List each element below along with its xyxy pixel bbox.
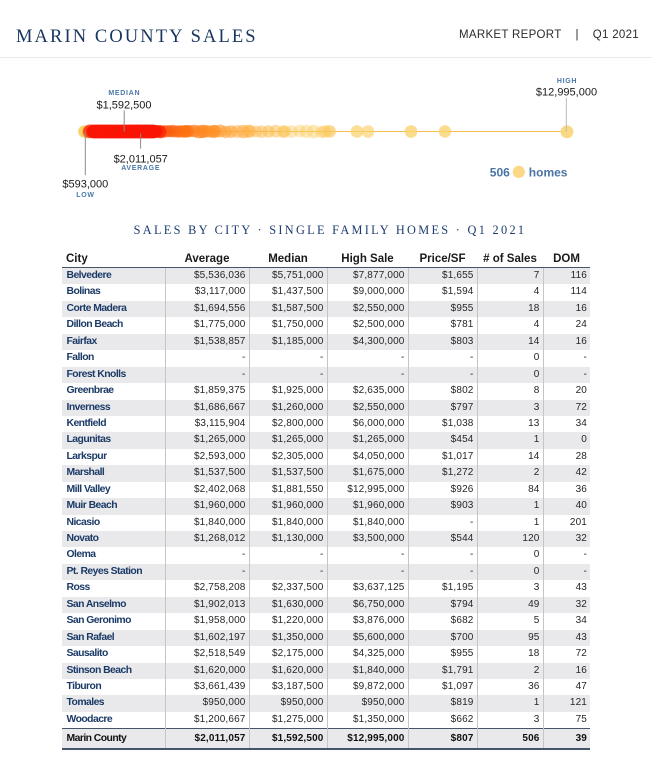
svg-text:$12,995,000: $12,995,000 — [536, 87, 597, 99]
svg-text:506: 506 — [490, 165, 510, 179]
svg-text:$1,592,500: $1,592,500 — [96, 100, 151, 112]
svg-text:LOW: LOW — [76, 192, 94, 199]
svg-text:AVERAGE: AVERAGE — [121, 165, 160, 172]
svg-text:$593,000: $593,000 — [62, 179, 108, 191]
svg-text:HIGH: HIGH — [557, 78, 577, 85]
svg-text:MEDIAN: MEDIAN — [108, 90, 140, 97]
svg-text:homes: homes — [529, 165, 568, 179]
svg-text:$2,011,057: $2,011,057 — [114, 153, 168, 165]
